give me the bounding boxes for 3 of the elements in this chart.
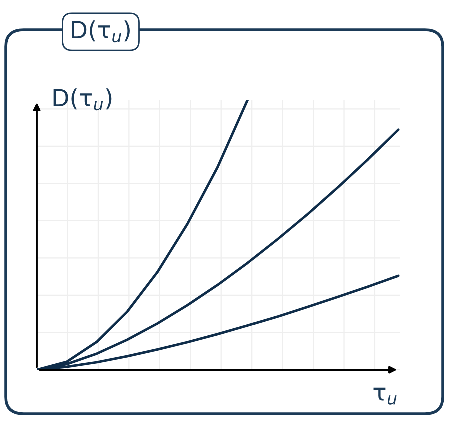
x-axis-title: τ$_{u}$ [374,388,397,405]
y-axis-title: D(τ$_{u}$) [54,88,112,111]
chart-title: D(τ$_{u}$) [72,20,130,43]
